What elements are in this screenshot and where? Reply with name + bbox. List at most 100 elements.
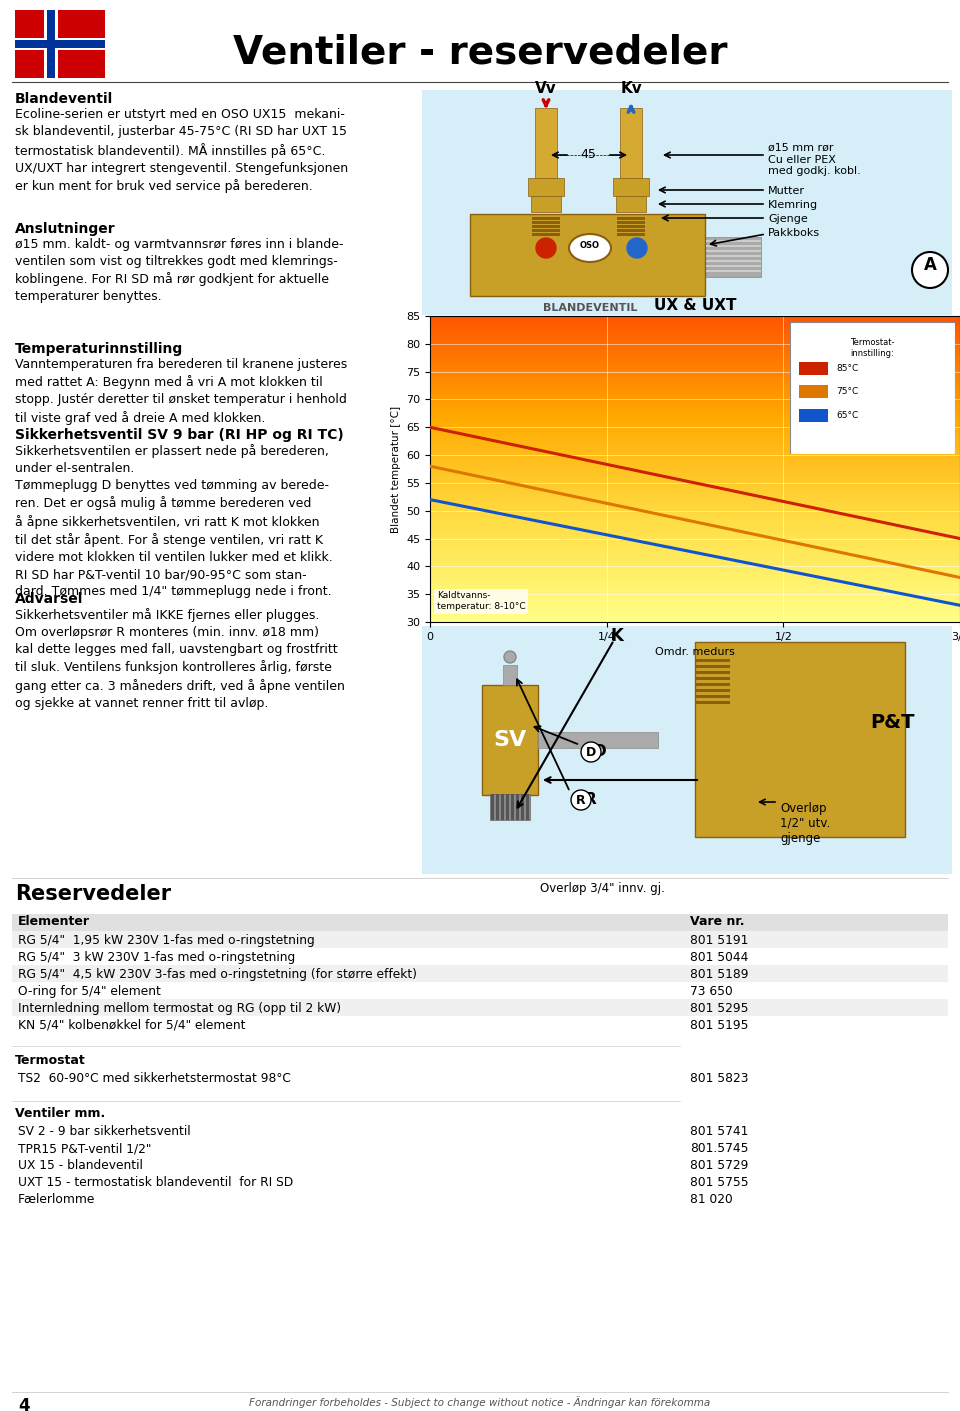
Bar xyxy=(44,10,58,78)
Bar xyxy=(12,931,948,948)
Text: D: D xyxy=(593,745,607,759)
Text: P&T: P&T xyxy=(870,713,915,731)
Text: A: A xyxy=(924,255,936,274)
Bar xyxy=(695,665,730,667)
Text: Kv: Kv xyxy=(620,80,642,96)
Text: ø15 mm rør
Cu eller PEX
med godkj. kobl.: ø15 mm rør Cu eller PEX med godkj. kobl. xyxy=(768,143,861,176)
Text: D: D xyxy=(586,745,596,759)
Bar xyxy=(470,214,705,296)
Circle shape xyxy=(536,238,556,258)
Text: Temperaturinnstilling: Temperaturinnstilling xyxy=(15,341,183,356)
Bar xyxy=(12,914,948,933)
Text: Vv: Vv xyxy=(535,80,557,96)
Text: 801 5191: 801 5191 xyxy=(690,934,749,947)
Text: BLANDEVENTIL: BLANDEVENTIL xyxy=(542,303,637,313)
Text: TPR15 P&T-ventil 1/2": TPR15 P&T-ventil 1/2" xyxy=(18,1141,152,1156)
Circle shape xyxy=(912,253,948,288)
Text: 801 5295: 801 5295 xyxy=(690,1002,749,1015)
Text: Reservedeler: Reservedeler xyxy=(15,885,171,904)
Bar xyxy=(620,109,642,178)
Text: Anslutninger: Anslutninger xyxy=(15,222,115,236)
Text: Ecoline-serien er utstyrt med en OSO UX15  mekani-
sk blandeventil, justerbar 45: Ecoline-serien er utstyrt med en OSO UX1… xyxy=(15,109,348,193)
Text: Blandeventil: Blandeventil xyxy=(15,92,113,106)
Text: Sikkerhetsventiler må IKKE fjernes eller plugges.
Om overløpsrør R monteres (min: Sikkerhetsventiler må IKKE fjernes eller… xyxy=(15,608,345,710)
Bar xyxy=(511,794,514,820)
Text: Ventiler - reservedeler: Ventiler - reservedeler xyxy=(232,32,728,71)
Text: 801 5044: 801 5044 xyxy=(690,951,749,964)
Title: UX & UXT: UX & UXT xyxy=(654,299,736,313)
Bar xyxy=(516,794,519,820)
Bar xyxy=(706,237,761,277)
Text: RG 5/4"  4,5 kW 230V 3-fas med o-ringstetning (for større effekt): RG 5/4" 4,5 kW 230V 3-fas med o-ringstet… xyxy=(18,968,417,981)
Bar xyxy=(15,38,105,49)
Bar xyxy=(617,229,645,231)
Bar xyxy=(501,794,504,820)
Bar xyxy=(617,233,645,236)
Bar xyxy=(617,224,645,229)
Text: Sikkerhetsventilen er plassert nede på berederen,
under el-sentralen.
Tømmeplugg: Sikkerhetsventilen er plassert nede på b… xyxy=(15,444,333,598)
Text: OSO: OSO xyxy=(580,240,600,250)
Bar xyxy=(47,10,55,78)
Bar xyxy=(695,683,730,686)
Bar xyxy=(617,222,645,224)
Text: Kaldtvanns-
temperatur: 8-10°C: Kaldtvanns- temperatur: 8-10°C xyxy=(437,591,526,611)
Text: TS2  60-90°C med sikkerhetstermostat 98°C: TS2 60-90°C med sikkerhetstermostat 98°C xyxy=(18,1072,291,1085)
Circle shape xyxy=(627,238,647,258)
Text: KN 5/4" kolbenøkkel for 5/4" element: KN 5/4" kolbenøkkel for 5/4" element xyxy=(18,1019,246,1031)
Circle shape xyxy=(571,790,591,810)
Bar xyxy=(706,250,761,253)
Text: 801 5729: 801 5729 xyxy=(690,1158,749,1173)
Y-axis label: Blandet temperatur [°C]: Blandet temperatur [°C] xyxy=(391,405,400,532)
Text: 801 5755: 801 5755 xyxy=(690,1175,749,1189)
Text: RG 5/4"  3 kW 230V 1-fas med o-ringstetning: RG 5/4" 3 kW 230V 1-fas med o-ringstetni… xyxy=(18,951,296,964)
Bar xyxy=(422,90,952,315)
Text: UX 15 - blandeventil: UX 15 - blandeventil xyxy=(18,1158,143,1173)
Text: Vanntemperaturen fra berederen til kranene justeres
med rattet A: Begynn med å v: Vanntemperaturen fra berederen til krane… xyxy=(15,358,348,425)
Text: ø15 mm. kaldt- og varmtvannsrør føres inn i blande-
ventilen som vist og tiltrek: ø15 mm. kaldt- og varmtvannsrør føres in… xyxy=(15,238,344,303)
Bar xyxy=(695,677,730,680)
Bar xyxy=(535,109,557,178)
Bar xyxy=(695,701,730,704)
Text: SV 2 - 9 bar sikkerhetsventil: SV 2 - 9 bar sikkerhetsventil xyxy=(18,1125,191,1139)
Text: Overløp 3/4" innv. gj.: Overløp 3/4" innv. gj. xyxy=(540,882,665,895)
Text: O-ring for 5/4" element: O-ring for 5/4" element xyxy=(18,985,161,998)
Bar xyxy=(695,689,730,691)
Bar xyxy=(526,794,529,820)
Text: Gjenge: Gjenge xyxy=(768,214,807,224)
Text: 801 5195: 801 5195 xyxy=(690,1019,749,1031)
Text: UXT 15 - termostatisk blandeventil  for RI SD: UXT 15 - termostatisk blandeventil for R… xyxy=(18,1175,293,1189)
Text: 81 020: 81 020 xyxy=(690,1192,732,1206)
Bar xyxy=(503,665,517,684)
Bar xyxy=(695,659,730,662)
Bar xyxy=(532,233,560,236)
Bar xyxy=(706,270,761,272)
Bar xyxy=(532,222,560,224)
Bar xyxy=(528,178,564,196)
Bar xyxy=(532,217,560,220)
Bar xyxy=(695,642,905,837)
Bar xyxy=(482,684,538,794)
Bar xyxy=(532,229,560,231)
Bar xyxy=(422,626,952,873)
Bar xyxy=(706,260,761,262)
Text: Fælerlomme: Fælerlomme xyxy=(18,1192,95,1206)
Bar xyxy=(496,794,499,820)
Text: Overløp
1/2" utv.
gjenge: Overløp 1/2" utv. gjenge xyxy=(780,801,830,845)
Ellipse shape xyxy=(569,234,611,262)
Text: Advarsel: Advarsel xyxy=(15,593,84,605)
Text: SV: SV xyxy=(493,729,527,751)
Bar xyxy=(490,794,530,820)
Bar xyxy=(617,217,645,220)
Text: 801.5745: 801.5745 xyxy=(690,1141,749,1156)
Bar xyxy=(706,265,761,267)
Bar xyxy=(532,224,560,229)
Bar xyxy=(706,240,761,243)
Bar xyxy=(12,999,948,1016)
Text: Termostat: Termostat xyxy=(15,1054,85,1067)
Bar xyxy=(15,10,105,78)
Bar xyxy=(613,178,649,196)
Bar xyxy=(491,794,494,820)
Text: 801 5823: 801 5823 xyxy=(690,1072,749,1085)
Bar xyxy=(706,246,761,247)
Text: Vare nr.: Vare nr. xyxy=(690,914,745,928)
